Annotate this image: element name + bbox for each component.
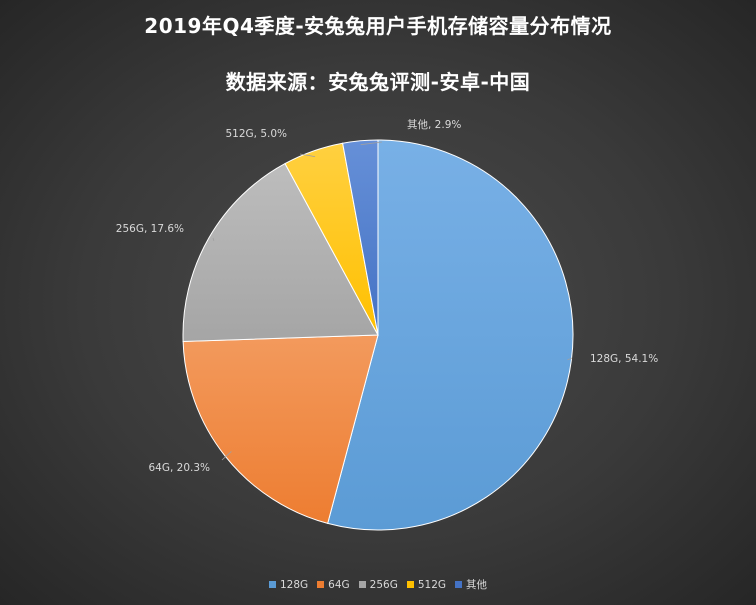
legend-item-other: 其他 (455, 577, 487, 592)
data-label-128g: 128G, 54.1% (590, 353, 658, 365)
legend-swatch-64g (317, 581, 325, 588)
legend-label-256g: 256G (369, 578, 398, 591)
data-label-512g: 512G, 5.0% (225, 128, 287, 140)
leader-line-64g (221, 451, 232, 461)
leader-line-512g (299, 153, 316, 158)
legend-item-512g: 512G (406, 577, 447, 592)
legend-swatch-256g (358, 581, 366, 588)
leader-line-256g (212, 237, 215, 242)
legend-item-256g: 256G (358, 577, 398, 592)
data-label-256g: 256G, 17.6% (116, 223, 184, 235)
legend-label-128g: 128G (279, 578, 309, 591)
legend-label-512g: 512G (417, 578, 447, 591)
legend-swatch-512g (406, 581, 414, 588)
chart-subtitle: 数据来源：安兔兔评测-安卓-中国 (225, 70, 531, 94)
legend: 128G 64G 256G 512G 其他 (0, 577, 756, 592)
leader-line-128g (567, 357, 573, 361)
pie-slice-64g (182, 334, 379, 525)
legend-item-64g: 64G (317, 577, 350, 592)
legend-label-other: 其他 (466, 579, 488, 591)
leader-line-other (360, 141, 383, 146)
legend-swatch-other (455, 581, 463, 588)
pie-slice-other (342, 139, 379, 336)
data-label-other: 其他, 2.9% (407, 118, 461, 131)
legend-label-64g: 64G (328, 578, 350, 591)
legend-swatch-128g (268, 581, 276, 588)
data-label-64g: 64G, 20.3% (148, 462, 210, 474)
pie-slice-128g (327, 139, 574, 531)
chart-title: 2019年Q4季度-安兔兔用户手机存储容量分布情况 (144, 14, 612, 38)
pie-slice-256g (182, 162, 379, 342)
legend-item-128g: 128G (268, 577, 309, 592)
